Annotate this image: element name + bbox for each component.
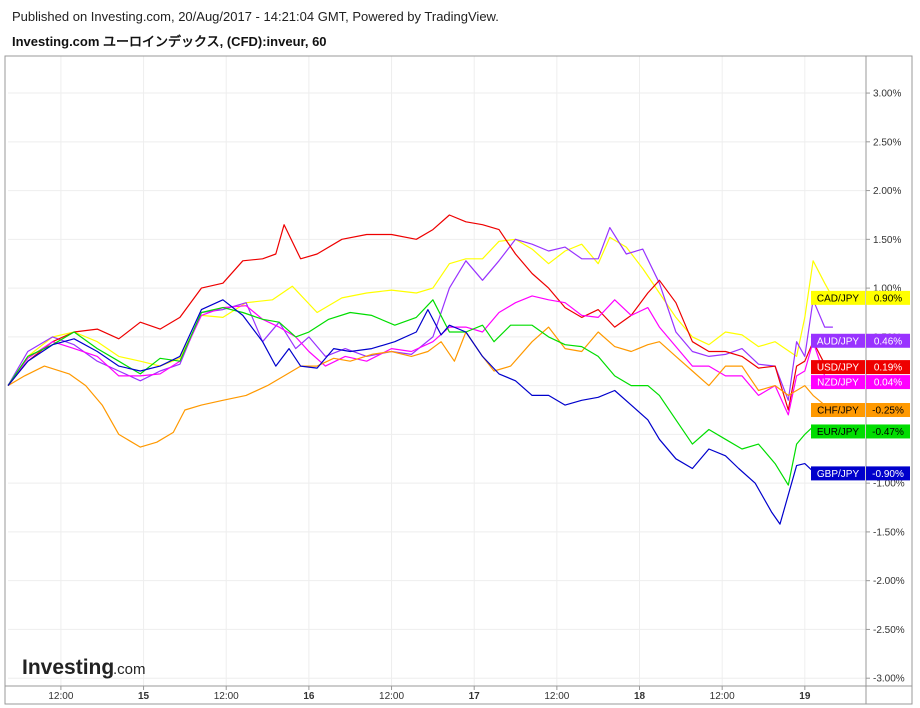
tag-name-bg-aud-jpy <box>811 333 865 348</box>
plot-frame <box>4 55 913 705</box>
x-tick-label: 17 <box>469 691 481 702</box>
tag-value-bg-nzd-jpy <box>866 375 910 390</box>
y-tick-label: -1.00% <box>873 479 905 490</box>
series-line-chf-jpy <box>7 326 834 448</box>
axis-layer: 3.00%2.50%2.00%1.50%1.00%0.50%0.00%-0.50… <box>5 56 912 704</box>
y-tick-label: -2.00% <box>873 576 905 587</box>
tag-name-bg-eur-jpy <box>811 424 865 439</box>
tag-name-chf-jpy: CHF/JPY <box>817 406 859 417</box>
series-tags: CAD/JPY 0.90% AUD/JPY 0.46% USD/JPY 0.19% NZD/… <box>811 290 910 481</box>
logo-brand: Investing <box>22 656 114 679</box>
tag-value-bg-gbp-jpy <box>866 466 910 481</box>
series-line-gbp-jpy <box>7 299 833 525</box>
tag-value-bg-usd-jpy <box>866 360 910 375</box>
y-tick-label: 2.50% <box>873 137 901 148</box>
y-tick-label: 1.00% <box>873 284 901 295</box>
tag-value-cad-jpy: 0.90% <box>874 293 902 304</box>
tag-value-bg-eur-jpy <box>866 424 910 439</box>
y-tick-label: 2.00% <box>873 186 901 197</box>
tag-value-bg-cad-jpy <box>866 290 910 305</box>
x-tick-label: 12:00 <box>48 691 73 702</box>
x-tick-label: 12:00 <box>544 691 569 702</box>
y-tick-label: 1.50% <box>873 235 901 246</box>
tag-name-bg-gbp-jpy <box>811 466 865 481</box>
logo-suffix: .com <box>113 661 146 678</box>
x-tick-label: 12:00 <box>214 691 239 702</box>
y-tick-label: 3.00% <box>873 89 901 100</box>
x-tick-label: 12:00 <box>379 691 404 702</box>
series-layer <box>7 214 834 525</box>
tag-value-nzd-jpy: 0.04% <box>874 378 902 389</box>
tag-name-cad-jpy: CAD/JPY <box>817 293 860 304</box>
tag-name-eur-jpy: EUR/JPY <box>817 427 860 438</box>
y-tick-label: -2.50% <box>873 625 905 636</box>
series-line-aud-jpy <box>7 227 833 401</box>
x-tick-label: 16 <box>303 691 315 702</box>
tag-name-bg-chf-jpy <box>811 403 865 418</box>
tag-name-aud-jpy: AUD/JPY <box>817 336 860 347</box>
tag-value-usd-jpy: 0.19% <box>874 363 902 374</box>
tag-name-nzd-jpy: NZD/JPY <box>817 378 859 389</box>
x-tick-label: 18 <box>634 691 646 702</box>
y-tick-label: -1.50% <box>873 527 905 538</box>
investing-logo: Investing .com <box>22 656 146 679</box>
series-line-usd-jpy <box>7 214 834 411</box>
tag-name-bg-usd-jpy <box>811 360 865 375</box>
tag-value-bg-aud-jpy <box>866 333 910 348</box>
series-line-cad-jpy <box>7 236 834 386</box>
tag-value-gbp-jpy: -0.90% <box>872 469 904 480</box>
tag-name-gbp-jpy: GBP/JPY <box>817 469 860 480</box>
grid-layer <box>8 56 866 686</box>
tag-value-bg-chf-jpy <box>866 403 910 418</box>
tag-name-bg-nzd-jpy <box>811 375 865 390</box>
x-tick-label: 15 <box>138 691 150 702</box>
chart-title: Investing.com ユーロインデックス, (CFD):inveur, 6… <box>12 34 327 49</box>
tag-value-aud-jpy: 0.46% <box>874 336 902 347</box>
tag-value-eur-jpy: -0.47% <box>872 427 904 438</box>
tag-value-chf-jpy: -0.25% <box>872 406 904 417</box>
published-line: Published on Investing.com, 20/Aug/2017 … <box>12 9 499 24</box>
series-line-eur-jpy <box>7 299 834 486</box>
x-tick-label: 12:00 <box>710 691 735 702</box>
tag-name-usd-jpy: USD/JPY <box>817 363 860 374</box>
tag-name-bg-cad-jpy <box>811 290 865 305</box>
x-tick-label: 19 <box>799 691 811 702</box>
y-tick-label: -3.00% <box>873 674 905 685</box>
